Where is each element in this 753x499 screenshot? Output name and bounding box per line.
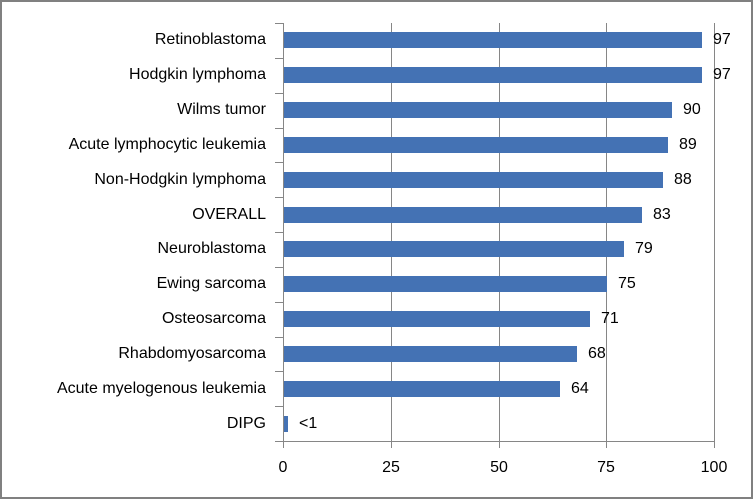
category-label: Wilms tumor: [177, 101, 266, 119]
bar: [284, 346, 577, 362]
y-axis-tick: [275, 232, 283, 233]
category-label: Rhabdomyosarcoma: [118, 344, 266, 362]
bar: [284, 207, 642, 223]
value-label: 68: [588, 344, 606, 362]
x-axis-tick: [391, 442, 392, 448]
x-tick-label: 0: [278, 459, 288, 476]
bar: [284, 137, 668, 153]
value-label: <1: [299, 414, 318, 432]
y-axis-tick: [275, 337, 283, 338]
category-label: OVERALL: [192, 205, 266, 223]
bar: [284, 276, 607, 292]
bar: [284, 172, 663, 188]
value-label: 90: [683, 101, 701, 119]
gridline: [714, 23, 715, 441]
x-tick-label: 50: [490, 459, 508, 476]
value-label: 97: [713, 66, 731, 84]
y-axis-tick: [275, 58, 283, 59]
value-label: 88: [674, 170, 692, 188]
bar: [284, 381, 560, 397]
bar: [284, 241, 624, 257]
gridline: [499, 23, 500, 441]
x-axis-tick: [499, 442, 500, 448]
x-tick-label: 75: [597, 459, 615, 476]
bar: [284, 32, 702, 48]
bar: [284, 311, 590, 327]
x-tick-label: 100: [700, 459, 728, 476]
category-label: Hodgkin lymphoma: [129, 66, 266, 84]
x-tick-label: 25: [382, 459, 400, 476]
gridline: [606, 23, 607, 441]
value-label: 97: [713, 31, 731, 49]
y-axis-tick: [275, 441, 283, 442]
y-axis-tick: [275, 371, 283, 372]
category-label: Ewing sarcoma: [156, 275, 266, 293]
x-axis-tick: [714, 442, 715, 448]
value-label: 64: [571, 379, 589, 397]
category-label: Retinoblastoma: [154, 31, 266, 49]
y-axis-tick: [275, 197, 283, 198]
category-label: Non-Hodgkin lymphoma: [94, 170, 266, 188]
value-label: 83: [653, 205, 671, 223]
y-axis-tick: [275, 93, 283, 94]
category-label: Osteosarcoma: [161, 310, 266, 328]
y-axis-tick: [275, 128, 283, 129]
y-axis-tick: [275, 406, 283, 407]
x-axis-tick: [606, 442, 607, 448]
value-label: 71: [601, 310, 619, 328]
y-axis-tick: [275, 162, 283, 163]
y-axis-tick: [275, 302, 283, 303]
value-label: 89: [679, 135, 697, 153]
gridline: [391, 23, 392, 441]
y-axis-line: [283, 23, 284, 441]
category-label: Acute myelogenous leukemia: [56, 379, 266, 397]
y-axis-tick: [275, 267, 283, 268]
bar: [284, 67, 702, 83]
x-axis-line: [283, 441, 715, 442]
category-label: Neuroblastoma: [157, 240, 267, 258]
bar: [284, 416, 288, 432]
y-axis-tick: [275, 23, 283, 24]
value-label: 79: [635, 240, 653, 258]
value-label: 75: [618, 275, 636, 293]
x-axis-tick: [283, 442, 284, 448]
category-label: Acute lymphocytic leukemia: [68, 135, 266, 153]
bar: [284, 102, 672, 118]
category-label: DIPG: [226, 414, 266, 432]
